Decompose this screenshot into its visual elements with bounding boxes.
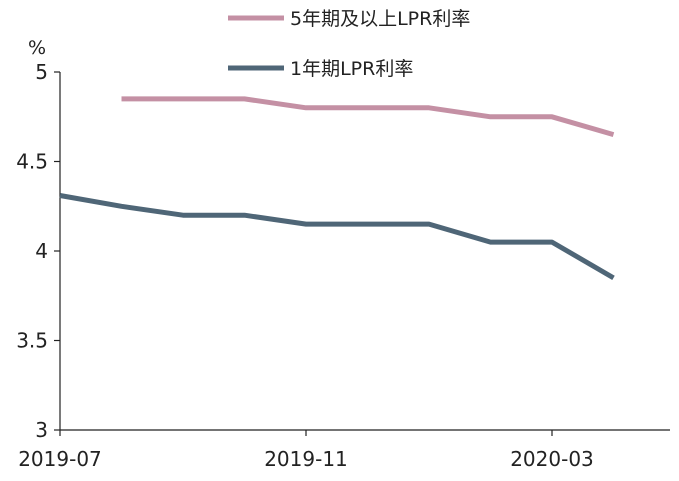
legend-label-2: 1年期LPR利率 (290, 58, 413, 80)
legend-label-1: 5年期及以上LPR利率 (290, 8, 470, 30)
x-tick-label: 2020-03 (510, 447, 594, 471)
x-tick-label: 2019-07 (18, 447, 102, 471)
series-line-1 (122, 99, 614, 135)
y-tick-label: 5 (35, 60, 48, 84)
y-tick-label: 3.5 (16, 329, 48, 353)
y-tick-label: 4 (35, 239, 48, 263)
series-layer (60, 99, 614, 278)
y-tick-label: 3 (35, 418, 48, 442)
x-tick-label: 2019-11 (264, 447, 348, 471)
y-axis-unit-label: % (28, 37, 46, 59)
y-tick-label: 4.5 (16, 150, 48, 174)
series-line-2 (60, 196, 614, 278)
legend: 5年期及以上LPR利率 1年期LPR利率 (228, 8, 470, 80)
